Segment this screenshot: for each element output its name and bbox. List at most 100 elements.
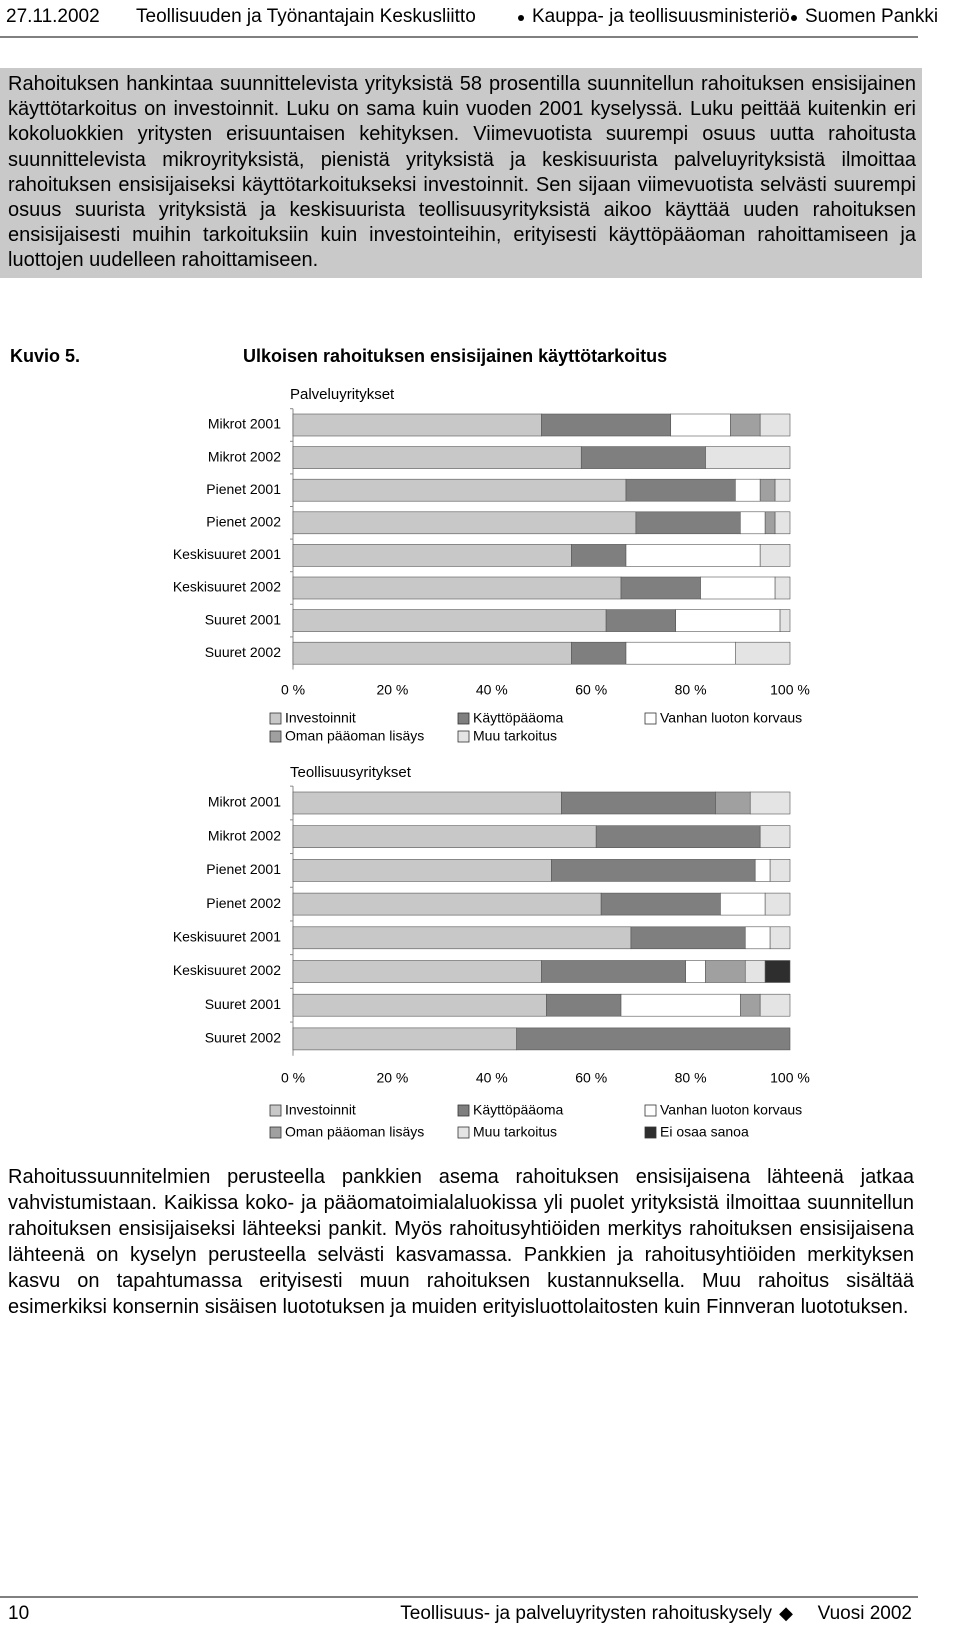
bar-segment xyxy=(769,926,791,950)
footer-publication: Teollisuus- ja palveluyritysten rahoitus… xyxy=(400,1603,772,1624)
legend-label: Investoinnit xyxy=(285,710,356,726)
bar-segment xyxy=(292,446,582,469)
footer-separator: ◆ xyxy=(779,1603,793,1623)
category-label: Pienet 2001 xyxy=(206,481,281,497)
bar-segment xyxy=(292,926,632,950)
bar-segment xyxy=(774,511,791,535)
bar-segment xyxy=(735,478,761,502)
bar-segment xyxy=(620,576,701,600)
bar-segment xyxy=(744,926,771,950)
header-organization: Kauppa- ja teollisuusministeriö xyxy=(532,6,790,27)
x-tick-label: 20 % xyxy=(376,682,408,698)
paragraph: Rahoitussuunnitelmien perusteella pankki… xyxy=(8,1166,914,1318)
bar-segment xyxy=(759,544,791,567)
bar-segment xyxy=(292,641,572,665)
bar-segment xyxy=(715,791,751,815)
header-bullet xyxy=(518,15,524,21)
category-label: Keskisuuret 2001 xyxy=(173,546,281,562)
header-organization: Teollisuuden ja Työnantajain Keskusliitt… xyxy=(136,6,476,27)
legend-swatch xyxy=(269,1126,282,1139)
figure-title: Ulkoisen rahoituksen ensisijainen käyttö… xyxy=(243,346,667,366)
bar-segment xyxy=(292,1027,517,1051)
x-tick-label: 40 % xyxy=(476,1070,508,1086)
bar-segment xyxy=(670,413,731,437)
bar-segment xyxy=(720,892,766,916)
x-tick-label: 20 % xyxy=(376,1070,408,1086)
bar-segment xyxy=(292,892,602,916)
chart-subtitle: Palveluyritykset xyxy=(290,386,395,403)
bar-segment xyxy=(759,413,791,437)
bar-segment xyxy=(516,1027,791,1051)
x-tick-label: 40 % xyxy=(476,682,508,698)
x-tick-label: 80 % xyxy=(675,1070,707,1086)
category-label: Keskisuuret 2002 xyxy=(173,962,281,978)
bar-segment xyxy=(620,993,741,1017)
legend-label: Oman pääoman lisäys xyxy=(285,1124,424,1140)
category-label: Suuret 2001 xyxy=(205,611,281,627)
bar-segment xyxy=(630,926,746,950)
bar-segment xyxy=(764,960,791,983)
legend-label: Investoinnit xyxy=(285,1102,356,1118)
bar-segment xyxy=(561,791,716,815)
bar-segment xyxy=(759,825,791,849)
legend-label: Muu tarkoitus xyxy=(473,1124,557,1140)
figure-label: Kuvio 5. xyxy=(10,346,80,366)
legend-label: Käyttöpääoma xyxy=(473,1102,563,1118)
bar-segment xyxy=(774,576,791,600)
x-tick-label: 0 % xyxy=(281,1070,305,1086)
category-label: Suuret 2002 xyxy=(205,644,281,660)
category-label: Mikrot 2002 xyxy=(208,827,281,843)
legend-swatch xyxy=(269,730,282,743)
legend-swatch xyxy=(457,712,470,725)
legend-swatch xyxy=(644,712,657,725)
header-date: 27.11.2002 xyxy=(6,6,100,27)
bar-segment xyxy=(605,609,676,632)
bar-segment xyxy=(292,478,627,502)
category-label: Mikrot 2001 xyxy=(208,416,281,432)
category-label: Pienet 2001 xyxy=(206,861,281,877)
legend-label: Vanhan luoton korvaus xyxy=(660,710,802,726)
bar-segment xyxy=(551,859,756,882)
bar-segment xyxy=(625,544,761,567)
footer-year: Vuosi 2002 xyxy=(818,1603,912,1624)
category-label: Mikrot 2001 xyxy=(208,794,281,810)
bar-segment xyxy=(685,960,706,983)
legend-label: Oman pääoman lisäys xyxy=(285,728,424,744)
bar-segment xyxy=(705,960,746,983)
bar-segment xyxy=(779,609,791,632)
legend-swatch xyxy=(457,1104,470,1117)
bar-segment xyxy=(292,993,547,1017)
bar-segment xyxy=(600,892,721,916)
bar-segment xyxy=(769,859,791,882)
bar-segment xyxy=(744,960,766,983)
bar-segment xyxy=(571,641,627,665)
footer-page: 10 xyxy=(8,1603,29,1624)
legend-swatch xyxy=(644,1126,657,1139)
bar-segment xyxy=(292,791,562,815)
x-tick-label: 100 % xyxy=(770,682,810,698)
bar-segment xyxy=(735,641,791,665)
x-tick-label: 100 % xyxy=(770,1070,810,1086)
bar-segment xyxy=(739,993,761,1017)
bar-segment xyxy=(292,576,622,600)
header-bullet xyxy=(791,15,797,21)
bar-segment xyxy=(739,511,766,535)
bar-segment xyxy=(292,859,552,882)
category-label: Suuret 2002 xyxy=(205,1030,281,1046)
bar-segment xyxy=(546,993,622,1017)
category-label: Mikrot 2002 xyxy=(208,448,281,464)
legend-swatch xyxy=(269,1104,282,1117)
legend-swatch xyxy=(269,712,282,725)
bar-segment xyxy=(580,446,706,469)
chart-subtitle: Teollisuusyritykset xyxy=(290,764,412,781)
legend-swatch xyxy=(457,730,470,743)
bar-segment xyxy=(635,511,741,535)
bar-segment xyxy=(292,609,607,632)
bar-segment xyxy=(759,478,776,502)
legend-swatch xyxy=(457,1126,470,1139)
x-tick-label: 0 % xyxy=(281,682,305,698)
bar-segment xyxy=(541,413,672,437)
legend-label: Muu tarkoitus xyxy=(473,728,557,744)
